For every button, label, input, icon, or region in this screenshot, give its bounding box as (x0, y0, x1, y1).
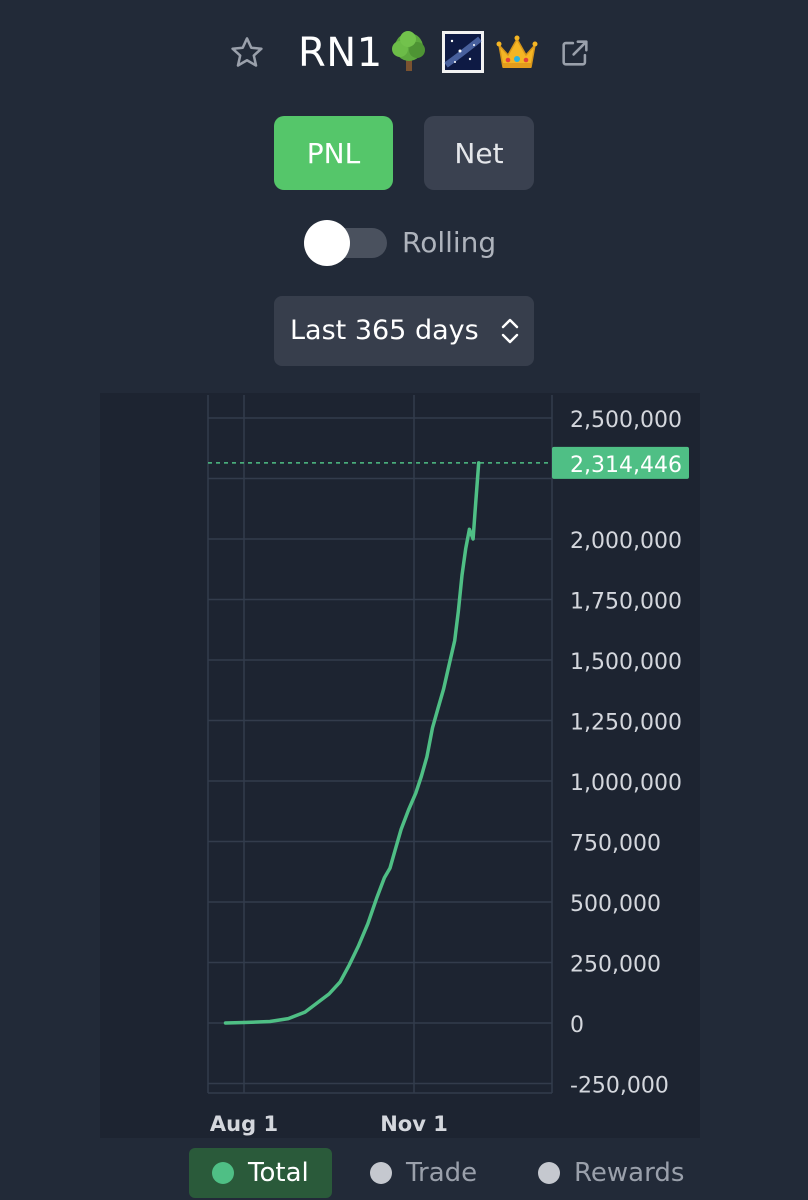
legend-trade-dot (370, 1162, 392, 1184)
y-tick-label: 0 (570, 1013, 584, 1038)
tab-net[interactable]: Net (424, 116, 534, 190)
pnl-chart[interactable]: 2,500,000 2,000,000 1,750,000 1,500,000 1,25… (100, 393, 700, 1138)
tab-pnl[interactable]: PNL (274, 116, 393, 190)
galaxy-icon (442, 31, 484, 73)
external-link-icon[interactable] (558, 36, 592, 70)
y-tick-label: 2,500,000 (570, 408, 682, 433)
y-tick-label: -250,000 (570, 1074, 669, 1099)
legend-total-dot (212, 1162, 234, 1184)
x-tick-label: Nov 1 (380, 1112, 448, 1136)
legend-rewards[interactable]: Rewards (524, 1148, 704, 1198)
star-icon[interactable] (228, 34, 266, 72)
rolling-label: Rolling (402, 226, 497, 259)
y-tick-label: 2,000,000 (570, 529, 682, 554)
legend-total[interactable]: Total (189, 1148, 332, 1198)
crown-icon (496, 35, 538, 68)
last-value-badge (552, 446, 689, 479)
y-tick-label: 1,750,000 (570, 590, 682, 615)
y-tick-label: 1,500,000 (570, 650, 682, 675)
y-tick-label: 500,000 (570, 892, 661, 917)
legend-trade-label: Trade (406, 1158, 478, 1188)
rolling-toggle-knob[interactable] (304, 220, 350, 266)
legend-total-label: Total (248, 1158, 309, 1188)
y-tick-label: 250,000 (570, 953, 661, 978)
last-value-label: 2,314,446 (570, 453, 682, 478)
y-tick-label: 1,250,000 (570, 711, 682, 736)
pnl-chart-panel: 2,500,000 2,000,000 1,750,000 1,500,000 1,25… (100, 393, 700, 1138)
chevron-updown-icon (501, 318, 519, 344)
legend-rewards-dot (538, 1162, 560, 1184)
y-tick-label: 750,000 (570, 832, 661, 857)
x-tick-label: Aug 1 (210, 1112, 278, 1136)
y-tick-label: 1,000,000 (570, 771, 682, 796)
header: RN1 (0, 26, 808, 86)
range-select[interactable]: Last 365 days (274, 296, 534, 366)
legend-trade[interactable]: Trade (356, 1148, 496, 1198)
legend-rewards-label: Rewards (574, 1158, 685, 1188)
page-title: RN1 (298, 30, 383, 76)
series-line-total (223, 461, 481, 1025)
tree-icon (392, 31, 425, 71)
range-select-value: Last 365 days (290, 315, 479, 346)
